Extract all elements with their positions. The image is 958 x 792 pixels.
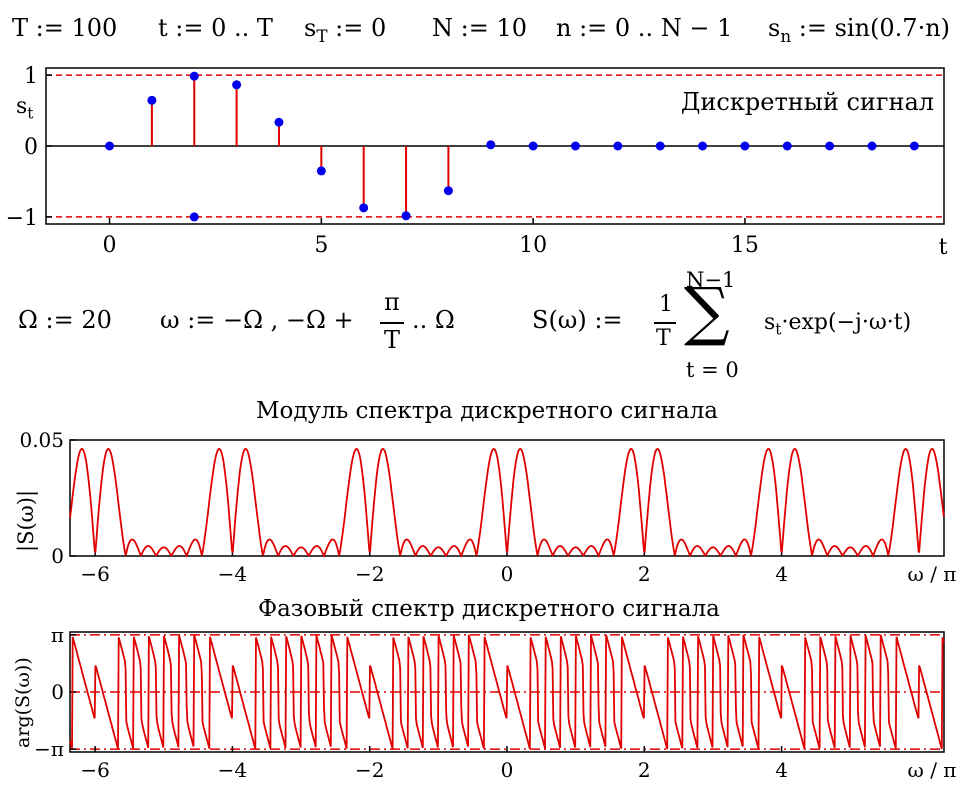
plot1-ylabel-base: s (16, 94, 28, 119)
plot1-ytick-0: 1 (24, 64, 38, 89)
plot2-xtick-3: 0 (501, 562, 514, 586)
plot1-point-11 (570, 141, 580, 151)
plot2-xtick-4: 2 (638, 562, 651, 586)
plot1-xtick-3: 15 (731, 233, 759, 258)
plot2-ytick-1: 0 (51, 544, 64, 568)
sum-lower-limit: t = 0 (686, 358, 739, 382)
plot2-xtick-0: −6 (80, 562, 109, 586)
def-sn-base: s (768, 14, 781, 42)
plot3-ytick-0: π (51, 623, 64, 647)
plot3-title: Фазовый спектр дискретного сигнала (258, 596, 720, 622)
plot2-series-line (69, 447, 945, 558)
plot2-xtick-1: −4 (218, 562, 247, 586)
plot2-xlabel: ω / π (908, 562, 957, 586)
def-t: t := 0 .. T (158, 14, 273, 42)
plot3-xtick-5: 4 (775, 758, 788, 782)
plot1-point-8 (443, 186, 453, 196)
plot3-xtick-0: −6 (80, 758, 109, 782)
plot1-xtick-1: 5 (314, 233, 328, 258)
sum-st-sub: t (775, 320, 782, 339)
def-N: N := 10 (432, 14, 527, 42)
plot1-xtick-0: 0 (103, 233, 117, 258)
plot2-title: Модуль спектра дискретного сигнала (256, 398, 719, 424)
def-sn-sub: n (780, 25, 792, 46)
plot2-xtick-5: 4 (775, 562, 788, 586)
plot1-ytick-2: −1 (6, 206, 38, 231)
plot1-point-10 (528, 141, 538, 151)
def-omega-left: ω := −Ω , −Ω + (160, 306, 354, 334)
plot1-point-16 (782, 141, 792, 151)
plot1-point-2 (189, 71, 199, 81)
plot1-point-12 (613, 141, 623, 151)
plot1-point-9 (486, 140, 496, 150)
plot1-point-7 (401, 211, 411, 221)
plot1-point-1 (147, 95, 157, 105)
def-sT: sT := 0 (304, 14, 386, 46)
plot3-ytick-1: 0 (51, 680, 64, 704)
plot3-xtick-1: −4 (218, 758, 247, 782)
plot1-point-13 (655, 141, 665, 151)
plot1-point-0 (105, 141, 115, 151)
sum-symbol: ∑ (684, 275, 730, 349)
plot3-xtick-2: −2 (355, 758, 384, 782)
sum-upper-limit: N−1 (686, 268, 736, 292)
sum-body: st·exp(−j·ω·t) (764, 310, 911, 338)
def-omega-right: .. Ω (412, 306, 455, 334)
plot1-point-18 (867, 141, 877, 151)
plot3-series-line (69, 634, 945, 750)
def-T: T := 100 (12, 14, 118, 42)
def-omega-pi: π (384, 288, 400, 316)
def-S-left: S(ω) := (532, 306, 623, 334)
def-n: n := 0 .. N − 1 (556, 14, 733, 42)
plot1-point-3 (232, 80, 242, 90)
plot1-point-5 (316, 166, 326, 176)
def-omega-cap: Ω := 20 (18, 306, 112, 334)
plot1-ytick-1: 0 (24, 135, 38, 160)
plot3-xlabel: ω / π (908, 758, 957, 782)
plot3-xtick-4: 2 (638, 758, 651, 782)
plot1-extra-point-0 (189, 212, 199, 222)
plot1-point-15 (740, 141, 750, 151)
plot1-point-19 (909, 141, 919, 151)
plot1-point-6 (359, 203, 369, 213)
def-sT-sub: T (316, 25, 328, 46)
def-sT-base: s (304, 14, 317, 42)
plot2-xtick-2: −2 (355, 562, 384, 586)
sum-st-base: s (764, 310, 776, 335)
def-S-one: 1 (659, 292, 673, 317)
plot1-point-17 (825, 141, 835, 151)
plot1-ylabel-sub: t (27, 104, 34, 123)
plot1-point-14 (698, 141, 708, 151)
plot1-xlabel: t (939, 235, 948, 260)
plot3-xtick-3: 0 (501, 758, 514, 782)
plot1-xtick-2: 10 (519, 233, 547, 258)
sum-body-rest: ·exp(−j·ω·t) (781, 310, 912, 335)
plot1-point-4 (274, 117, 284, 127)
plot1-annotation: Дискретный сигнал (681, 88, 934, 116)
def-omega-fraction-bar (380, 322, 404, 324)
def-S-fraction-bar (654, 322, 676, 324)
plot3-ytick-2: −π (34, 737, 64, 761)
def-sT-rest: := 0 (327, 14, 387, 42)
def-sn-rest: := sin(0.7·n) (791, 14, 951, 42)
def-omega-T: T (384, 326, 401, 354)
def-S-T: T (656, 326, 671, 351)
plot1-ylabel: st (16, 94, 33, 122)
plot2-ytick-0: 0.05 (19, 428, 64, 452)
def-sn: sn := sin(0.7·n) (768, 14, 950, 46)
